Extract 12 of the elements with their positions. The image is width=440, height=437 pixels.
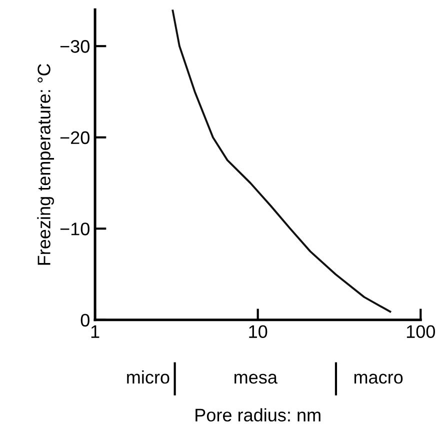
x-tick-label: 10 [249,325,268,338]
y-axis-title: Freezing temperature: °C [37,64,54,265]
y-tick-label: −30 [60,40,90,53]
x-tick-label: 1 [91,325,100,338]
x-axis-title: Pore radius: nm [196,408,320,422]
x-tick-label: 100 [406,325,435,338]
y-tick-label: −20 [60,131,90,144]
y-tick-label: −10 [60,222,90,236]
y-tick-label: 0 [80,314,90,327]
text: macro [354,374,403,384]
text: mesa [234,374,278,384]
text: micro [127,370,170,384]
